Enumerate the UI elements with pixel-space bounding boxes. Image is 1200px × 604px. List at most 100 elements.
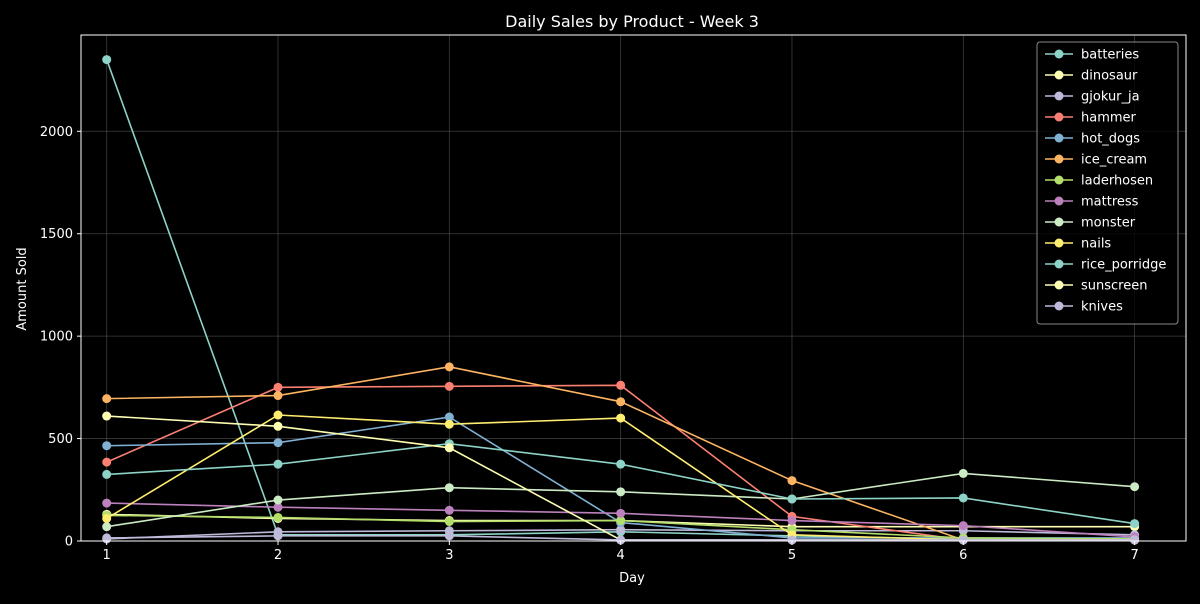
- data-point: [787, 476, 797, 486]
- data-point: [273, 459, 283, 469]
- data-point: [958, 493, 968, 503]
- data-point: [102, 469, 112, 479]
- legend-swatch-marker: [1054, 133, 1064, 143]
- legend-item: hammer: [1045, 111, 1137, 126]
- legend-swatch-marker: [1054, 91, 1064, 101]
- data-point: [958, 535, 968, 545]
- data-point: [273, 391, 283, 401]
- legend-swatch-marker: [1054, 196, 1064, 206]
- data-point: [616, 459, 626, 469]
- legend-item: knives: [1045, 300, 1123, 315]
- data-point: [616, 525, 626, 535]
- data-point: [102, 411, 112, 421]
- legend-swatch-marker: [1054, 154, 1064, 164]
- legend-swatch-marker: [1054, 112, 1064, 122]
- legend-item: mattress: [1045, 195, 1139, 210]
- legend-label: hammer: [1081, 111, 1137, 126]
- series-rice-porridge: [102, 439, 1140, 529]
- data-point: [1130, 519, 1140, 529]
- data-point: [273, 438, 283, 448]
- data-point: [273, 531, 283, 541]
- y-axis-label: Amount Sold: [15, 247, 30, 330]
- grid-layer: [81, 35, 1186, 542]
- legend-swatch-marker: [1054, 70, 1064, 80]
- legend-swatch-marker: [1054, 280, 1064, 290]
- legend-item: sunscreen: [1045, 279, 1147, 294]
- data-point: [616, 535, 626, 545]
- data-point: [616, 516, 626, 526]
- legend-swatch-marker: [1054, 49, 1064, 59]
- data-point: [616, 487, 626, 497]
- legend-label: ice_cream: [1081, 153, 1147, 168]
- legend-item: ice_cream: [1045, 153, 1147, 168]
- legend-label: batteries: [1081, 48, 1139, 63]
- series-knives: [102, 531, 1140, 545]
- x-tick-label: 1: [103, 548, 111, 563]
- data-point: [616, 508, 626, 518]
- legend-item: laderhosen: [1045, 174, 1153, 189]
- data-point: [444, 531, 454, 541]
- data-point: [273, 512, 283, 522]
- data-point: [444, 517, 454, 527]
- y-tick-label: 1000: [40, 330, 73, 345]
- legend-swatch-marker: [1054, 259, 1064, 269]
- data-point: [444, 381, 454, 391]
- data-point: [444, 505, 454, 515]
- data-point: [616, 380, 626, 390]
- data-point: [102, 513, 112, 523]
- data-point: [1130, 535, 1140, 545]
- data-point: [787, 516, 797, 526]
- data-point: [958, 521, 968, 531]
- data-point: [102, 498, 112, 508]
- legend-label: gjokur_ja: [1081, 90, 1140, 105]
- legend-label: laderhosen: [1081, 174, 1153, 189]
- legend-swatch-marker: [1054, 175, 1064, 185]
- data-point: [616, 397, 626, 407]
- legend-label: knives: [1081, 300, 1123, 315]
- data-point: [273, 410, 283, 420]
- legend-item: dinosaur: [1045, 69, 1138, 84]
- chart-title: Daily Sales by Product - Week 3: [505, 12, 759, 31]
- legend-item: gjokur_ja: [1045, 90, 1140, 105]
- legend-label: mattress: [1081, 195, 1139, 210]
- data-point: [444, 419, 454, 429]
- data-point: [1130, 482, 1140, 492]
- x-tick-label: 6: [959, 548, 967, 563]
- x-tick-label: 7: [1130, 548, 1138, 563]
- legend-item: batteries: [1045, 48, 1139, 63]
- data-point: [444, 362, 454, 372]
- legend-swatch-marker: [1054, 238, 1064, 248]
- data-point: [958, 468, 968, 478]
- legend-item: hot_dogs: [1045, 132, 1140, 147]
- x-axis-label: Day: [619, 571, 645, 586]
- data-point: [273, 495, 283, 505]
- x-tick-label: 2: [274, 548, 282, 563]
- legend-label: hot_dogs: [1081, 132, 1140, 147]
- data-point: [102, 457, 112, 467]
- data-point: [273, 382, 283, 392]
- data-point: [102, 533, 112, 543]
- y-tick-label: 1500: [40, 227, 73, 242]
- data-point: [102, 394, 112, 404]
- legend-swatch-marker: [1054, 301, 1064, 311]
- data-point: [102, 55, 112, 65]
- data-point: [444, 483, 454, 493]
- data-point: [444, 412, 454, 422]
- legend-swatch-marker: [1054, 217, 1064, 227]
- legend-item: rice_porridge: [1045, 258, 1166, 273]
- data-point: [787, 535, 797, 545]
- y-tick-label: 0: [65, 535, 73, 550]
- data-point: [273, 502, 283, 512]
- data-point: [102, 522, 112, 532]
- data-point: [102, 441, 112, 451]
- legend-item: monster: [1045, 216, 1136, 231]
- x-tick-label: 4: [617, 548, 625, 563]
- legend-label: rice_porridge: [1081, 258, 1166, 273]
- axes-layer: 1 2 3 4 5 6 7 0 500 1000 1500 2000: [40, 34, 1187, 563]
- legend-box: [1036, 41, 1179, 325]
- x-tick-label: 5: [788, 548, 796, 563]
- plot-frame: [80, 34, 1187, 542]
